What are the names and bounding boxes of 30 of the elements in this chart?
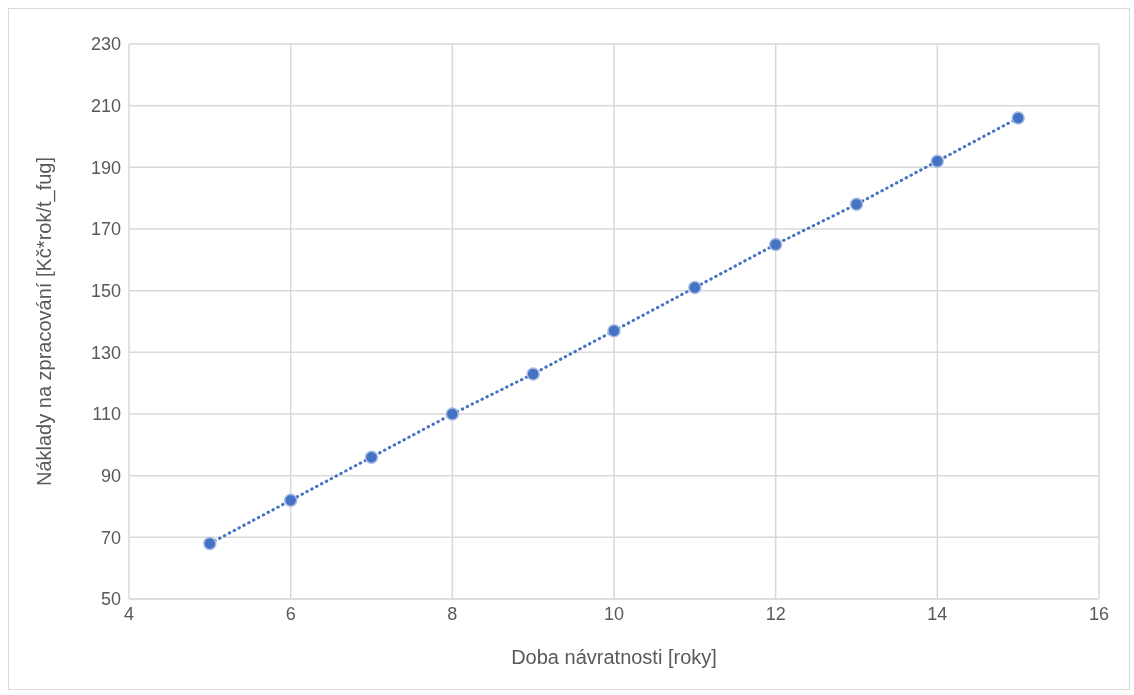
y-tick-label: 190 <box>90 157 121 178</box>
y-axis-title: Náklady na zpracování [Kč*rok/t_fug] <box>33 156 57 487</box>
x-tick-label: 8 <box>447 603 458 624</box>
y-tick-label: 90 <box>100 466 121 487</box>
x-tick-label: 16 <box>1088 603 1110 624</box>
x-tick-label: 12 <box>765 603 786 624</box>
y-tick-label: 150 <box>90 281 121 302</box>
point <box>849 197 864 212</box>
y-tick-label: 50 <box>100 589 121 610</box>
point <box>526 367 540 381</box>
point <box>607 324 621 338</box>
x-tick-label: 14 <box>927 603 948 624</box>
x-axis-title: Doba návratnosti [roky] <box>511 646 717 668</box>
y-tick-label: 170 <box>90 219 121 240</box>
point <box>768 237 783 252</box>
point <box>283 493 298 508</box>
point <box>203 536 217 551</box>
y-tick-label: 130 <box>90 342 121 363</box>
y-tick-label: 110 <box>92 404 121 425</box>
point <box>1011 111 1025 125</box>
point <box>445 407 460 421</box>
x-tick-label: 6 <box>285 603 296 624</box>
y-tick-label: 210 <box>90 96 121 117</box>
point <box>930 154 945 168</box>
y-tick-label: 230 <box>90 34 121 55</box>
point <box>688 280 702 295</box>
x-tick-label: 10 <box>603 603 625 624</box>
y-tick-label: 70 <box>100 527 121 548</box>
x-tick-label: 4 <box>123 603 135 624</box>
point <box>364 450 379 464</box>
